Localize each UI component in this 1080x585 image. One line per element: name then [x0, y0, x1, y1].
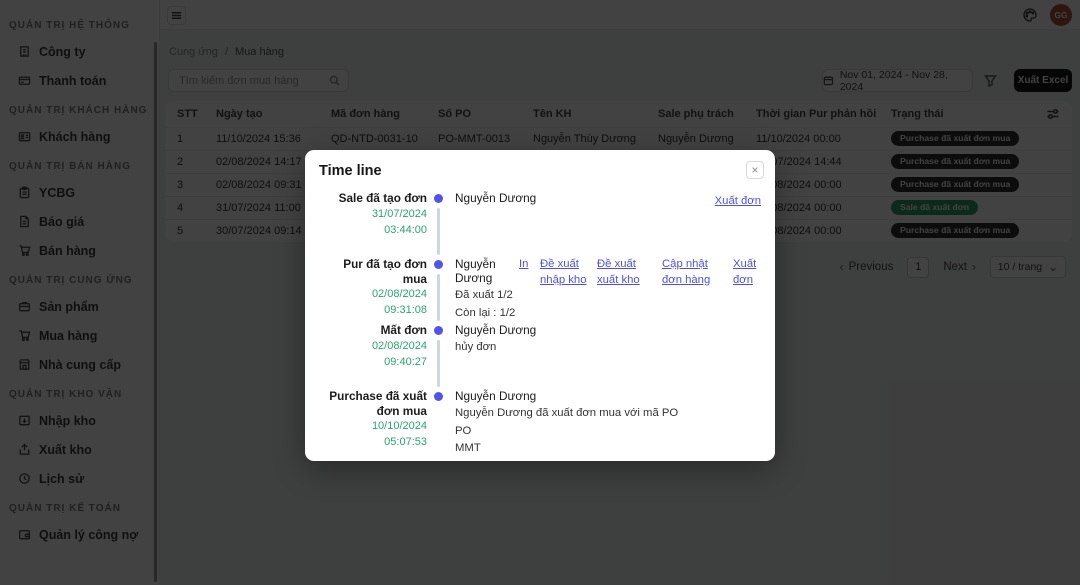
- timeline-dot-icon: [434, 260, 443, 269]
- timeline-entry-date: 02/08/2024: [371, 339, 427, 352]
- timeline-entry-detail: Nguyễn Dương đã xuất đơn mua với mã PO: [455, 407, 679, 419]
- timeline-entry-detail: PO: [455, 424, 472, 437]
- propose-outbound-link[interactable]: Đề xuất xuất kho: [597, 258, 640, 286]
- export-order-link[interactable]: Xuất đơn: [733, 258, 757, 286]
- timeline-connector: [437, 340, 440, 387]
- timeline-entry: Purchase đã xuất đơn mua 10/10/2024 05:0…: [319, 389, 761, 461]
- export-order-link[interactable]: Xuất đơn: [714, 195, 761, 207]
- timeline-actor-name: Nguyễn Dương: [455, 323, 537, 337]
- timeline-dot-icon: [434, 392, 443, 401]
- timeline-entry-date: 10/10/2024: [371, 420, 427, 433]
- timeline: Sale đã tạo đơn 31/07/2024 03:44:00 Nguy…: [319, 191, 761, 461]
- timeline-entry-date: 02/08/2024: [371, 288, 427, 301]
- timeline-entry-detail: hủy đơn: [455, 341, 497, 353]
- timeline-connector: [437, 208, 440, 255]
- timeline-entry-time: 09:31:08: [384, 304, 427, 317]
- timeline-entry-label: Sale đã tạo đơn: [338, 191, 427, 205]
- timeline-entry-time: 03:44:00: [384, 223, 427, 236]
- timeline-entry-label: Pur đã tạo đơn mua: [343, 257, 427, 286]
- update-order-link[interactable]: Cập nhật đơn hàng: [662, 258, 711, 286]
- print-link[interactable]: In: [519, 258, 529, 270]
- timeline-entry-detail: Còn lại : 1/2: [455, 306, 516, 319]
- timeline-entry-detail: 0010: [455, 459, 761, 461]
- timeline-actor-name: Nguyễn Dương: [455, 389, 537, 403]
- timeline-dot-icon: [434, 194, 443, 203]
- timeline-entry-detail: Đã xuất 1/2: [455, 289, 513, 301]
- timeline-entry-date: 31/07/2024: [371, 207, 427, 220]
- modal-title: Time line: [319, 163, 382, 179]
- timeline-entry-label: Purchase đã xuất đơn mua: [329, 389, 427, 418]
- timeline-modal: Time line × Sale đã tạo đơn 31/07/2024 0…: [305, 150, 775, 461]
- timeline-actor-name: Nguyễn Dương: [455, 191, 537, 205]
- timeline-entry: Mất đơn 02/08/2024 09:40:27 Nguyễn Dương…: [319, 323, 761, 389]
- propose-inbound-link[interactable]: Đề xuất nhập kho: [540, 258, 587, 286]
- timeline-actor-name: Nguyễn Dương: [455, 257, 496, 285]
- timeline-entry: Sale đã tạo đơn 31/07/2024 03:44:00 Nguy…: [319, 191, 761, 257]
- timeline-entry: Pur đã tạo đơn mua 02/08/2024 09:31:08 N…: [319, 257, 761, 323]
- timeline-entry-detail: MMT: [455, 442, 481, 455]
- timeline-connector: [437, 274, 440, 321]
- timeline-entry-label: Mất đơn: [380, 323, 427, 337]
- timeline-dot-icon: [434, 326, 443, 335]
- close-icon[interactable]: ×: [746, 161, 764, 179]
- timeline-entry-time: 05:07:53: [384, 436, 427, 449]
- timeline-entry-time: 09:40:27: [384, 355, 427, 368]
